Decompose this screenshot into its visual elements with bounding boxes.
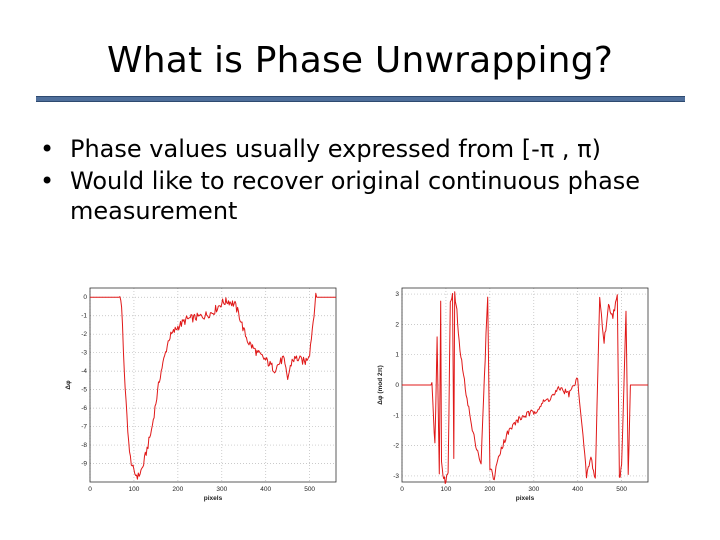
x-tick-label: 300 xyxy=(528,486,539,493)
y-tick-label: -4 xyxy=(81,368,87,375)
y-tick-label: -5 xyxy=(81,387,87,394)
y-tick-label: -3 xyxy=(393,473,399,480)
x-tick-label: 0 xyxy=(400,486,404,493)
y-tick-label: -8 xyxy=(81,442,87,449)
y-tick-label: -3 xyxy=(81,350,87,357)
x-tick-label: 400 xyxy=(572,486,583,493)
x-tick-label: 400 xyxy=(260,486,271,493)
title-underline xyxy=(36,96,685,102)
bullet-text: Phase values usually expressed from [-π … xyxy=(70,135,601,163)
plot-frame xyxy=(89,287,337,483)
x-tick-label: 500 xyxy=(616,486,627,493)
x-axis-label: pixels xyxy=(516,495,535,502)
y-tick-label: -2 xyxy=(81,331,87,338)
bullet-item: • Phase values usually expressed from [-… xyxy=(40,134,700,164)
series-line-phase xyxy=(90,292,336,480)
y-tick-label: -6 xyxy=(81,405,87,412)
bullet-item: • Would like to recover original continu… xyxy=(40,166,700,226)
y-tick-label: 0 xyxy=(395,382,399,389)
x-tick-label: 100 xyxy=(440,486,451,493)
bullet-text: Would like to recover original continuou… xyxy=(70,167,641,225)
bullet-list: • Phase values usually expressed from [-… xyxy=(40,134,700,228)
y-tick-label: -9 xyxy=(81,461,87,468)
series-line-wrapped-phase xyxy=(402,291,648,484)
y-axis-label: Δφ xyxy=(65,380,72,390)
x-tick-label: 200 xyxy=(484,486,495,493)
y-tick-label: -7 xyxy=(81,424,87,431)
wrapped-phase-chart: 0 100 200 300 400 500 3 2 1 0 -1 -2 -3 pixels Δφ (mod … xyxy=(377,287,649,502)
x-tick-label: 200 xyxy=(172,486,183,493)
y-tick-label: 2 xyxy=(395,321,399,328)
x-tick-label: 100 xyxy=(128,486,139,493)
y-tick-label: -1 xyxy=(81,313,87,320)
slide-title: What is Phase Unwrapping? xyxy=(106,40,614,81)
y-tick-label: -1 xyxy=(393,412,399,419)
x-tick-label: 500 xyxy=(304,486,315,493)
x-tick-label: 0 xyxy=(88,486,92,493)
y-tick-label: 0 xyxy=(83,294,87,301)
bullet-symbol: • xyxy=(40,135,55,163)
unwrapped-phase-chart: 0 100 200 300 400 500 0 -1 -2 -3 -4 -5 -6 -7 -8 -9 pixel… xyxy=(65,287,337,502)
y-tick-label: -2 xyxy=(393,443,399,450)
y-axis-label: Δφ (mod 2π) xyxy=(377,365,384,405)
y-tick-label: 3 xyxy=(395,291,399,298)
x-axis-label: pixels xyxy=(204,495,223,502)
y-tick-label: 1 xyxy=(395,352,399,359)
bullet-symbol: • xyxy=(40,167,55,195)
x-tick-label: 300 xyxy=(216,486,227,493)
